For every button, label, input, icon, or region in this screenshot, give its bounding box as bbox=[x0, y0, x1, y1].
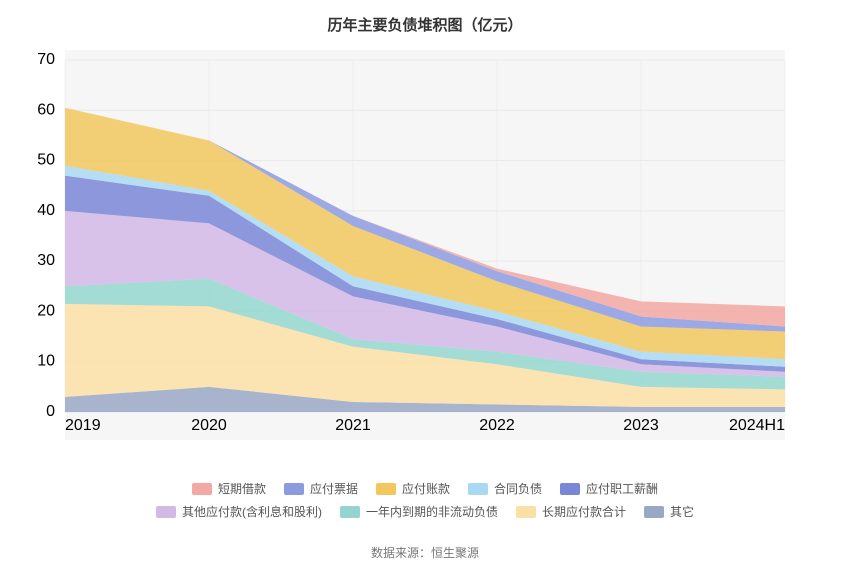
x-tick-label: 2021 bbox=[335, 417, 371, 434]
legend-swatch bbox=[284, 483, 304, 495]
x-tick-label: 2022 bbox=[479, 417, 515, 434]
legend-label: 合同负债 bbox=[494, 480, 542, 497]
legend-item: 应付职工薪酬 bbox=[560, 480, 658, 497]
legend-item: 其他应付款(含利息和股利) bbox=[156, 503, 322, 520]
y-tick-label: 60 bbox=[37, 101, 55, 118]
y-axis-ticks: 0 10 20 30 40 50 60 70 bbox=[37, 51, 55, 420]
legend-row: 其他应付款(含利息和股利) 一年内到期的非流动负债 长期应付款合计 其它 bbox=[0, 503, 850, 520]
chart-container: 历年主要负债堆积图（亿元） 010203040506070 2019202020… bbox=[0, 0, 850, 575]
x-tick-label: 2023 bbox=[623, 417, 659, 434]
legend-row: 短期借款 应付票据 应付账款 合同负债 应付职工薪酬 bbox=[0, 480, 850, 497]
x-tick-label: 2024H1 bbox=[729, 417, 785, 434]
legend-label: 应付职工薪酬 bbox=[586, 480, 658, 497]
legend-label: 应付账款 bbox=[402, 480, 450, 497]
legend-item: 合同负债 bbox=[468, 480, 542, 497]
y-tick-label: 30 bbox=[37, 252, 55, 269]
legend-label: 短期借款 bbox=[218, 480, 266, 497]
legend-swatch bbox=[468, 483, 488, 495]
legend-item: 应付票据 bbox=[284, 480, 358, 497]
legend-item: 应付账款 bbox=[376, 480, 450, 497]
legend-label: 一年内到期的非流动负债 bbox=[366, 503, 498, 520]
y-tick-label: 10 bbox=[37, 353, 55, 370]
legend: 短期借款 应付票据 应付账款 合同负债 应付职工薪酬其他应付款(含利息和股利) 一年内到期… bbox=[0, 480, 850, 526]
chart-svg: 010203040506070 201920202021202220232024… bbox=[65, 50, 785, 440]
legend-item: 短期借款 bbox=[192, 480, 266, 497]
legend-swatch bbox=[560, 483, 580, 495]
y-tick-label: 40 bbox=[37, 202, 55, 219]
legend-swatch bbox=[644, 506, 664, 518]
legend-swatch bbox=[340, 506, 360, 518]
legend-item: 一年内到期的非流动负债 bbox=[340, 503, 498, 520]
y-tick-label: 20 bbox=[37, 302, 55, 319]
x-axis-ticks: 2019 2020 2021 2022 2023 2024H1 bbox=[65, 417, 785, 434]
legend-label: 应付票据 bbox=[310, 480, 358, 497]
x-tick-label: 2020 bbox=[191, 417, 227, 434]
stacked-areas bbox=[65, 108, 785, 412]
y-tick-label: 50 bbox=[37, 152, 55, 169]
legend-label: 其它 bbox=[670, 503, 694, 520]
y-tick-label: 0 bbox=[46, 403, 55, 420]
legend-label: 其他应付款(含利息和股利) bbox=[182, 503, 322, 520]
legend-swatch bbox=[516, 506, 536, 518]
legend-swatch bbox=[156, 506, 176, 518]
y-tick-label: 70 bbox=[37, 51, 55, 68]
legend-item: 长期应付款合计 bbox=[516, 503, 626, 520]
chart-plot-area: 010203040506070 201920202021202220232024… bbox=[65, 50, 785, 440]
legend-swatch bbox=[192, 483, 212, 495]
chart-title: 历年主要负债堆积图（亿元） bbox=[0, 0, 850, 35]
legend-swatch bbox=[376, 483, 396, 495]
x-tick-label: 2019 bbox=[65, 417, 101, 434]
data-source-label: 数据来源：恒生聚源 bbox=[0, 544, 850, 561]
legend-item: 其它 bbox=[644, 503, 694, 520]
legend-label: 长期应付款合计 bbox=[542, 503, 626, 520]
